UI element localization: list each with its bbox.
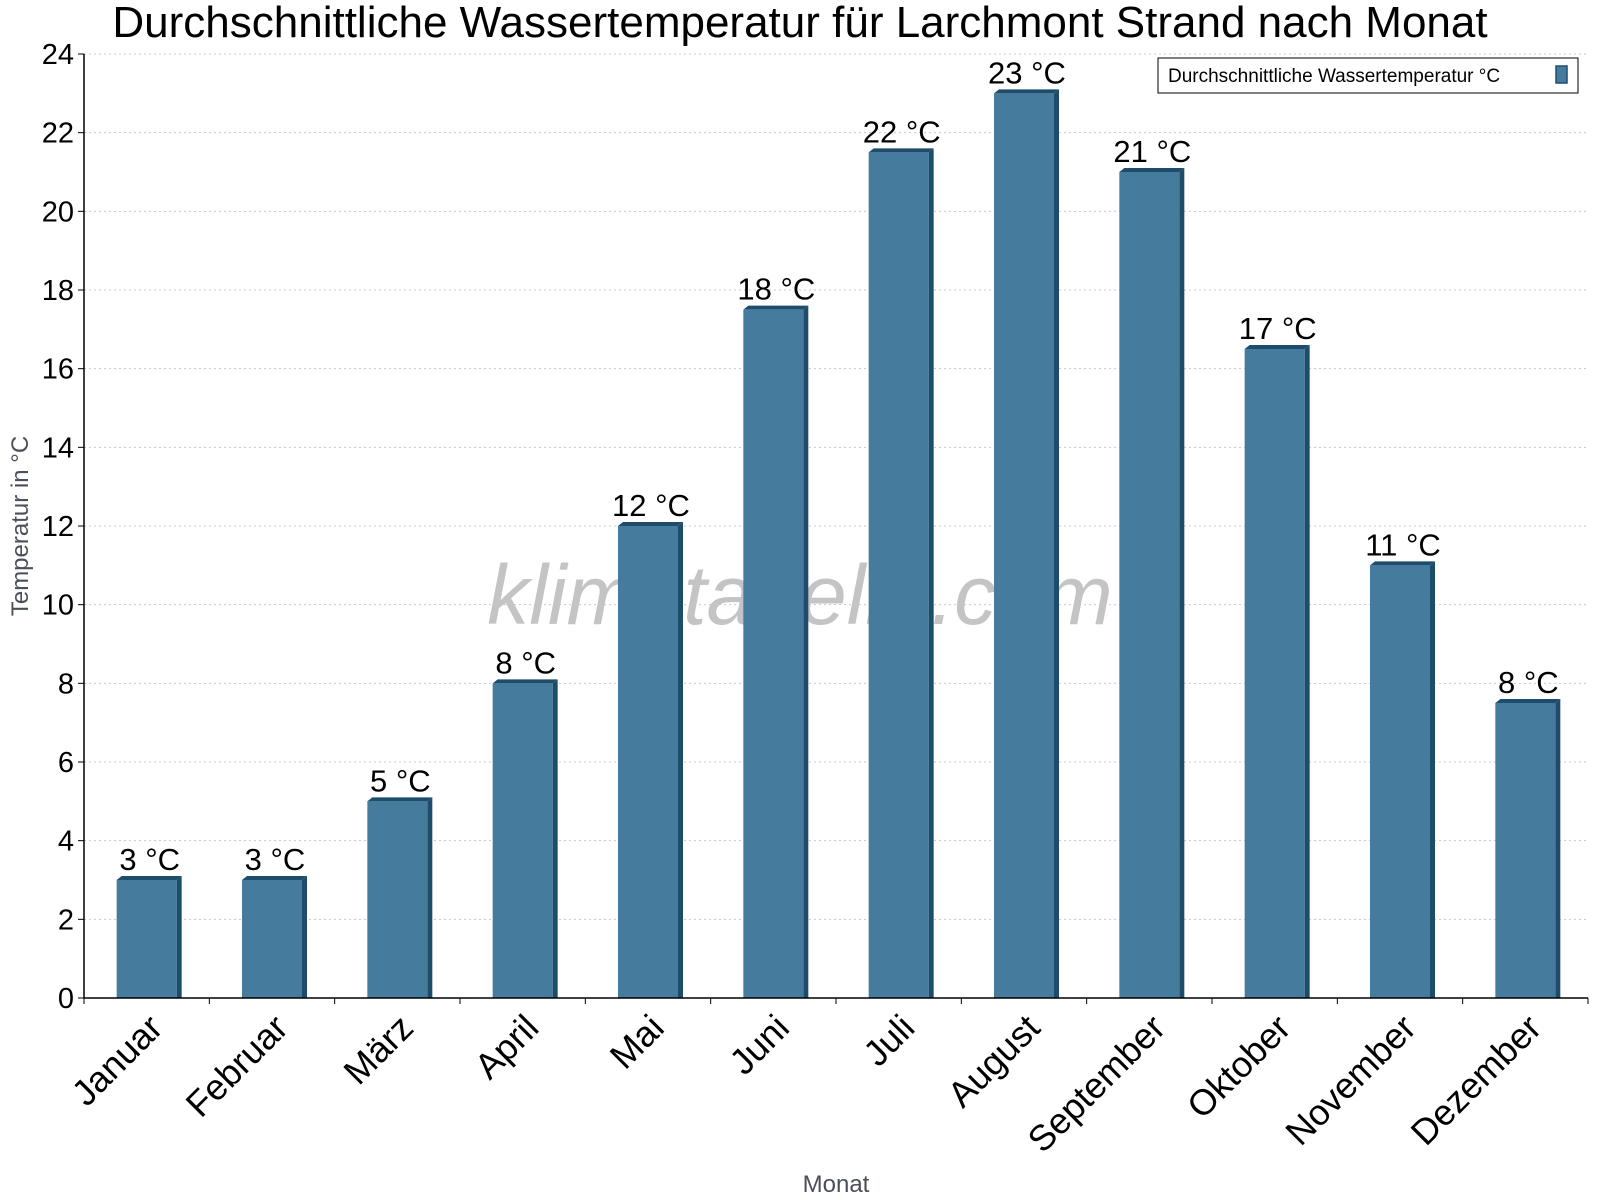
bar-dezember (1495, 699, 1561, 998)
bar-top (1370, 561, 1435, 566)
bar-face (743, 309, 804, 999)
bar-side (552, 679, 558, 998)
x-tick-label: Juli (855, 1007, 922, 1074)
x-axis-title: Monat (803, 1171, 870, 1198)
bar-side (803, 305, 809, 999)
x-tick-label: Mai (602, 1007, 672, 1077)
y-tick-label: 14 (42, 432, 74, 464)
x-tick-label: August (939, 1007, 1047, 1115)
bar-top (367, 797, 433, 802)
data-label: 8 °C (1498, 665, 1559, 700)
y-tick-label: 6 (58, 747, 74, 779)
data-label: 11 °C (1365, 527, 1441, 562)
bar-januar (116, 876, 182, 998)
data-label: 8 °C (495, 645, 556, 680)
x-tick-label: Juni (721, 1007, 797, 1083)
legend-label: Durchschnittliche Wassertemperatur °C (1168, 66, 1500, 87)
chart-title: Durchschnittliche Wassertemperatur für L… (112, 0, 1487, 47)
data-label: 18 °C (737, 272, 815, 307)
bar-side (302, 876, 307, 998)
bar-top (743, 305, 809, 310)
bar-face (367, 801, 428, 998)
y-axis-title: Temperatur in °C (7, 436, 34, 616)
bar-side (1179, 168, 1185, 998)
x-tick-label: Februar (178, 1007, 296, 1125)
data-label: 3 °C (245, 842, 306, 877)
bar-side (1054, 89, 1059, 999)
data-label: 12 °C (612, 488, 690, 523)
bar-top (1495, 699, 1561, 703)
bar-side (176, 876, 182, 998)
x-tick-label: Oktober (1179, 1007, 1299, 1127)
y-tick-label: 12 (42, 511, 74, 543)
x-tick-label: März (335, 1007, 421, 1093)
data-label: 22 °C (863, 114, 941, 149)
x-tick-label: September (1019, 1007, 1173, 1161)
bar-april (492, 679, 558, 998)
legend: Durchschnittliche Wassertemperatur °C (1157, 57, 1579, 94)
data-label: 5 °C (370, 763, 431, 798)
bar-juli (868, 148, 934, 999)
y-tick-label: 4 (58, 826, 74, 858)
bar-mai (618, 522, 683, 998)
bar-top (1244, 345, 1310, 349)
bar-face (116, 880, 177, 998)
bar-november (1370, 561, 1435, 998)
y-tick-label: 22 (42, 118, 74, 150)
bar-face (618, 526, 678, 998)
bar-märz (367, 797, 433, 998)
bar-top (1119, 168, 1185, 172)
bar-juni (743, 305, 809, 999)
bar-face (242, 880, 302, 998)
bar-top (868, 148, 934, 153)
data-label: 17 °C (1239, 311, 1317, 346)
bar-side (1430, 561, 1435, 998)
y-tick-label: 24 (42, 39, 74, 71)
data-label: 21 °C (1113, 134, 1191, 169)
bar-top (116, 876, 182, 880)
bar-februar (242, 876, 307, 998)
x-tick-label: November (1277, 1007, 1423, 1153)
bar-face (1244, 349, 1305, 998)
bars: 3 °C 3 °C 5 °C 8 °C 12 °C 18 °C 22 °C 23 °C 21 °… (116, 55, 1561, 999)
bar-side (928, 148, 934, 999)
bar-top (618, 522, 683, 526)
legend-box (1157, 57, 1579, 94)
bar-side (1555, 699, 1561, 998)
bar-top (492, 679, 558, 684)
legend-swatch (1555, 65, 1568, 84)
grid-lines (84, 53, 1588, 920)
bar-top (242, 876, 307, 880)
bar-side (678, 522, 683, 998)
bar-face (492, 683, 553, 998)
bar-september (1119, 168, 1185, 998)
bar-side (1304, 345, 1310, 998)
bar-oktober (1244, 345, 1310, 998)
bar-face (1370, 565, 1430, 998)
x-tick-label: April (466, 1007, 546, 1087)
y-tick-label: 20 (42, 196, 74, 228)
y-tick-label: 0 (58, 983, 74, 1015)
data-label: 3 °C (119, 842, 180, 877)
y-tick-label: 18 (42, 275, 74, 307)
bar-august (994, 89, 1059, 999)
x-tick-label: Dezember (1403, 1007, 1549, 1153)
y-tick-label: 16 (42, 354, 74, 386)
bar-top (994, 89, 1059, 94)
y-tick-label: 2 (58, 904, 74, 936)
data-label: 23 °C (988, 55, 1066, 90)
y-tick-label: 10 (42, 590, 74, 622)
bar-side (427, 797, 433, 998)
x-axis-ticks: Januar Februar März April Mai Juni Juli AugustS… (63, 998, 1589, 1161)
x-tick-label: Januar (63, 1007, 170, 1114)
bar-face (1495, 703, 1556, 998)
bar-face (1119, 172, 1180, 998)
bar-face (994, 93, 1054, 999)
y-tick-label: 8 (58, 668, 74, 700)
bar-face (868, 152, 929, 999)
